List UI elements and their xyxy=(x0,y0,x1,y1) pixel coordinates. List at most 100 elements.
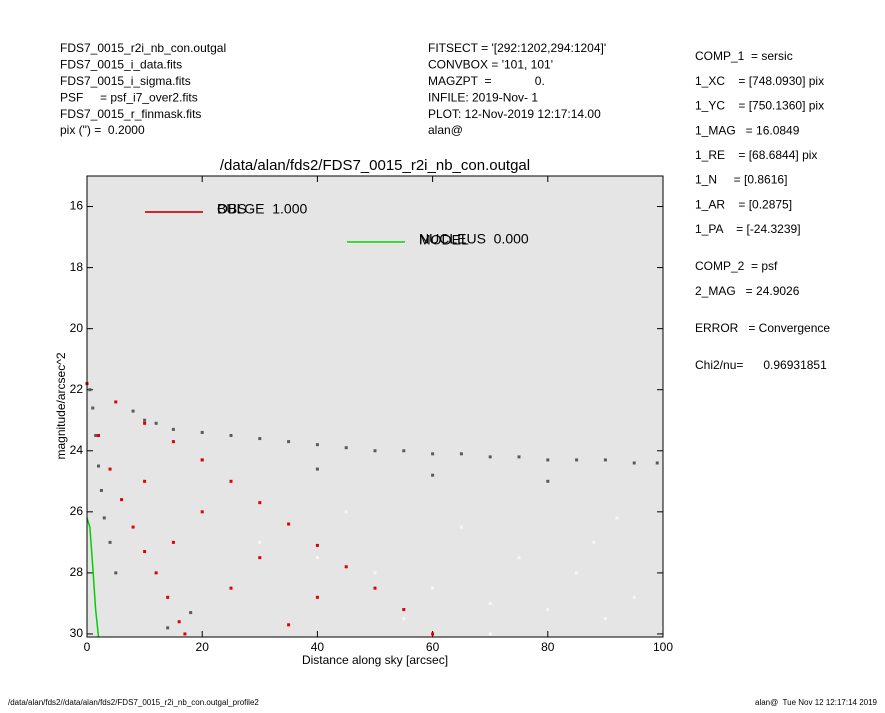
data-point xyxy=(166,595,170,599)
fit-parameter: 1_YC = [750.1360] pix xyxy=(695,99,824,113)
data-point xyxy=(315,443,319,447)
y-tick-label: 22 xyxy=(70,382,84,396)
data-point xyxy=(171,427,175,431)
data-point xyxy=(431,586,435,590)
legend-label: NUCLEUS 0.000 xyxy=(419,231,529,247)
x-tick-label: 0 xyxy=(84,640,91,654)
y-tick-label: 26 xyxy=(70,504,84,518)
fit-parameter: 1_N = [0.8616] xyxy=(695,173,787,187)
data-point xyxy=(575,458,579,462)
y-tick-label: 18 xyxy=(70,260,84,274)
fit-parameter: COMP_2 = psf xyxy=(695,259,778,273)
data-point xyxy=(592,540,596,544)
fit-parameter: ERROR = Convergence xyxy=(695,321,830,335)
y-tick-label: 24 xyxy=(70,443,84,457)
legend-label: MODEL xyxy=(419,232,469,248)
header-line: pix (") = 0.2000 xyxy=(60,123,145,137)
data-point xyxy=(373,586,377,590)
data-point xyxy=(459,452,463,456)
fit-parameter: 1_RE = [68.6844] pix xyxy=(695,148,817,162)
fit-parameter: Chi2/nu= 0.96931851 xyxy=(695,358,827,372)
data-point xyxy=(615,516,619,520)
y-tick-label: 20 xyxy=(70,321,84,335)
data-point xyxy=(402,449,406,453)
data-point xyxy=(91,406,95,410)
data-point xyxy=(102,516,106,520)
header-line: MAGZPT = 0. xyxy=(428,74,545,88)
data-point xyxy=(171,440,175,444)
data-point xyxy=(177,620,181,624)
data-point xyxy=(97,464,101,468)
x-tick-label: 80 xyxy=(541,640,555,654)
y-tick-label: 30 xyxy=(70,626,84,640)
data-point xyxy=(166,626,170,630)
data-point xyxy=(258,501,262,505)
fit-parameter: 1_PA = [-24.3239] xyxy=(695,222,801,236)
x-tick-label: 60 xyxy=(426,640,440,654)
data-point xyxy=(131,525,135,529)
chart-title: /data/alan/fds2/FDS7_0015_r2i_nb_con.out… xyxy=(220,157,530,174)
header-line: FDS7_0015_r2i_nb_con.outgal xyxy=(60,41,226,55)
data-point xyxy=(120,498,124,502)
data-point xyxy=(88,388,92,392)
data-point xyxy=(632,595,636,599)
data-point xyxy=(431,452,435,456)
header-line: FDS7_0015_r_finmask.fits xyxy=(60,107,201,121)
data-point xyxy=(258,556,262,560)
data-point xyxy=(546,458,550,462)
data-point xyxy=(143,550,147,554)
data-point xyxy=(431,473,435,477)
data-point xyxy=(97,434,101,438)
x-axis-label: Distance along sky [arcsec] xyxy=(302,653,448,667)
data-point xyxy=(344,565,348,569)
data-point xyxy=(488,632,492,636)
data-point xyxy=(108,540,112,544)
data-point xyxy=(229,479,233,483)
data-point xyxy=(632,461,636,465)
header-line: FDS7_0015_i_sigma.fits xyxy=(60,74,191,88)
x-tick-label: 20 xyxy=(196,640,210,654)
fit-parameter: COMP_1 = sersic xyxy=(695,49,793,63)
data-point xyxy=(315,595,319,599)
data-point xyxy=(114,400,118,404)
plot-frame xyxy=(86,175,664,638)
header-line: CONVBOX = '101, 101' xyxy=(428,58,553,72)
data-point xyxy=(99,488,103,492)
data-point xyxy=(287,440,291,444)
data-point xyxy=(143,421,147,425)
data-point xyxy=(402,608,406,612)
data-point xyxy=(200,458,204,462)
data-point xyxy=(488,601,492,605)
data-point xyxy=(315,467,319,471)
data-point xyxy=(108,467,112,471)
data-point xyxy=(575,571,579,575)
data-point xyxy=(258,437,262,441)
data-point xyxy=(154,571,158,575)
data-point xyxy=(131,409,135,413)
data-point xyxy=(94,434,98,438)
x-tick-label: 40 xyxy=(311,640,325,654)
header-line: alan@ xyxy=(428,123,463,137)
header-line: INFILE: 2019-Nov- 1 xyxy=(428,90,538,104)
data-point xyxy=(315,556,319,560)
fit-parameter: 1_MAG = 16.0849 xyxy=(695,123,800,137)
data-point xyxy=(603,617,607,621)
data-point xyxy=(517,556,521,560)
data-point xyxy=(459,525,463,529)
header-line: FDS7_0015_i_data.fits xyxy=(60,58,182,72)
data-point xyxy=(546,608,550,612)
plot-area xyxy=(87,176,663,637)
data-point xyxy=(171,540,175,544)
data-point xyxy=(189,611,193,615)
y-axis-label: magnitude/arcsec^2 xyxy=(54,352,68,459)
data-point xyxy=(431,632,435,636)
data-point xyxy=(258,540,262,544)
header-line: PLOT: 12-Nov-2019 12:17:14.00 xyxy=(428,107,601,121)
data-point xyxy=(229,434,233,438)
data-point xyxy=(373,449,377,453)
data-point xyxy=(143,418,147,422)
legend-label: OBS xyxy=(217,201,247,217)
fit-parameter: 2_MAG = 24.9026 xyxy=(695,284,800,298)
data-point xyxy=(655,461,659,465)
